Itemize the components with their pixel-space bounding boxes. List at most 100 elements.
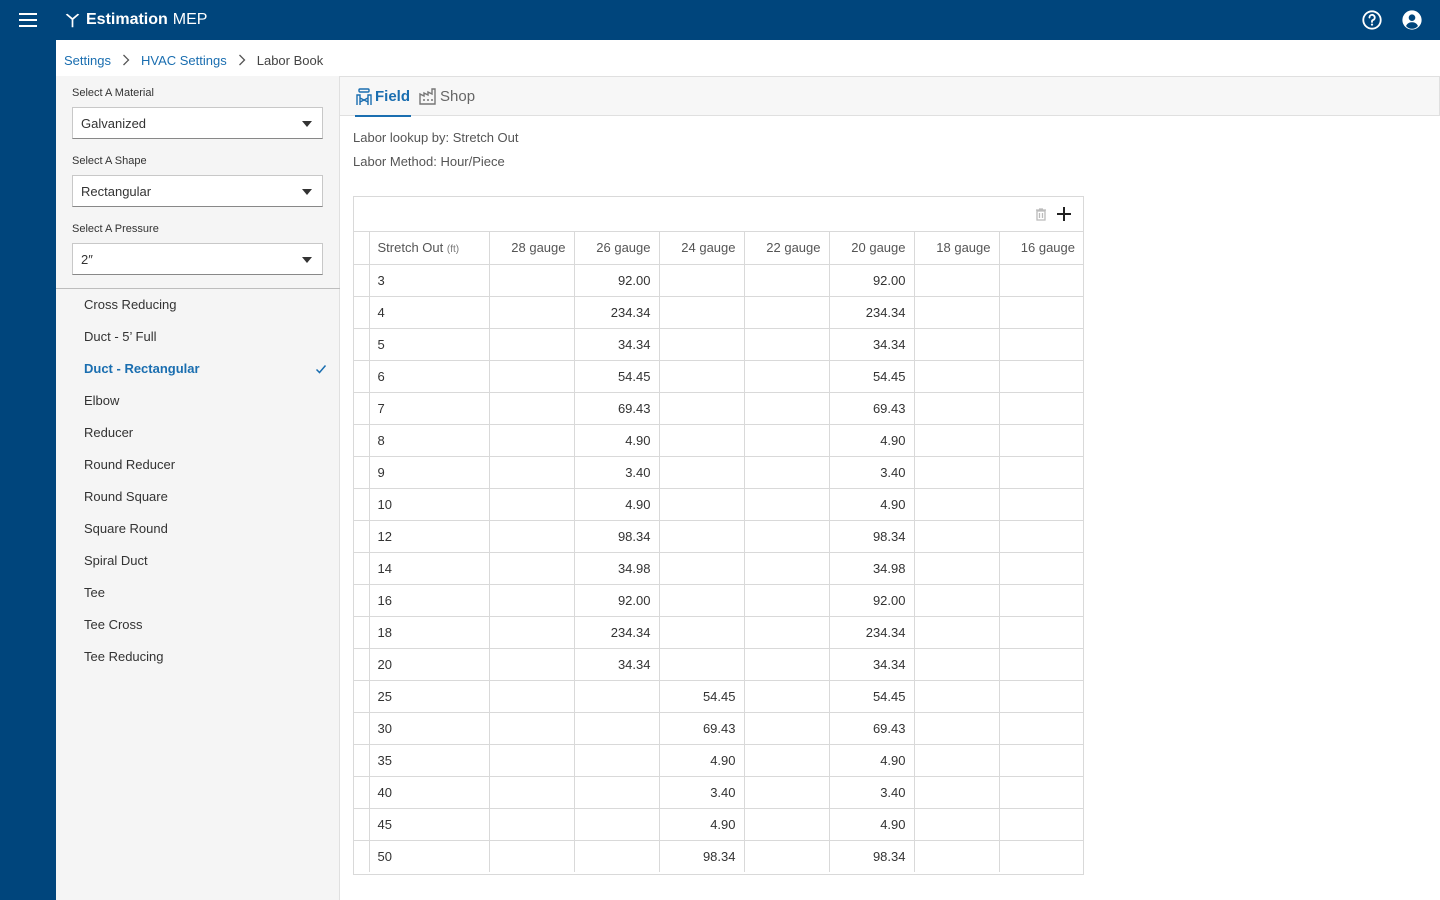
- column-header-gauge[interactable]: 22 gauge: [744, 232, 830, 265]
- account-circle-icon[interactable]: [1401, 9, 1423, 31]
- labor-value-cell[interactable]: [489, 744, 575, 777]
- stretch-out-cell[interactable]: 50: [369, 840, 490, 872]
- labor-value-cell[interactable]: [914, 616, 1000, 649]
- labor-value-cell[interactable]: [659, 360, 745, 393]
- labor-value-cell[interactable]: [999, 296, 1083, 329]
- labor-value-cell[interactable]: [744, 424, 830, 457]
- stretch-out-cell[interactable]: 40: [369, 776, 490, 809]
- stretch-out-cell[interactable]: 20: [369, 648, 490, 681]
- labor-value-cell[interactable]: [744, 648, 830, 681]
- stretch-out-cell[interactable]: 9: [369, 456, 490, 489]
- labor-value-cell[interactable]: [489, 296, 575, 329]
- labor-value-cell[interactable]: 234.34: [574, 616, 660, 649]
- labor-value-cell[interactable]: [999, 488, 1083, 521]
- stretch-out-cell[interactable]: 35: [369, 744, 490, 777]
- labor-value-cell[interactable]: 92.00: [574, 264, 660, 297]
- row-selector[interactable]: [354, 616, 370, 649]
- labor-value-cell[interactable]: 54.45: [829, 680, 915, 713]
- labor-value-cell[interactable]: 3.40: [659, 776, 745, 809]
- row-selector[interactable]: [354, 488, 370, 521]
- labor-value-cell[interactable]: [914, 776, 1000, 809]
- tab-field[interactable]: Field: [355, 77, 412, 117]
- fitting-list-item[interactable]: Tee: [56, 577, 340, 609]
- labor-value-cell[interactable]: [914, 840, 1000, 872]
- labor-value-cell[interactable]: [914, 392, 1000, 425]
- column-header-gauge[interactable]: 26 gauge: [574, 232, 660, 265]
- labor-value-cell[interactable]: [489, 488, 575, 521]
- column-header-gauge[interactable]: 20 gauge: [829, 232, 915, 265]
- labor-value-cell[interactable]: 4.90: [659, 744, 745, 777]
- hamburger-menu-icon[interactable]: [19, 13, 37, 27]
- labor-value-cell[interactable]: [999, 584, 1083, 617]
- labor-value-cell[interactable]: 3.40: [829, 456, 915, 489]
- labor-value-cell[interactable]: 234.34: [829, 296, 915, 329]
- column-header-stretch-out[interactable]: Stretch Out (ft): [369, 232, 490, 265]
- labor-value-cell[interactable]: [489, 616, 575, 649]
- fitting-list-item[interactable]: Tee Reducing: [56, 641, 340, 673]
- labor-value-cell[interactable]: [489, 360, 575, 393]
- fitting-list-item[interactable]: Round Square: [56, 481, 340, 513]
- row-selector[interactable]: [354, 648, 370, 681]
- fitting-list-item[interactable]: Reducer: [56, 417, 340, 449]
- labor-value-cell[interactable]: [914, 360, 1000, 393]
- labor-value-cell[interactable]: [914, 808, 1000, 841]
- column-header-gauge[interactable]: 24 gauge: [659, 232, 745, 265]
- shape-dropdown[interactable]: Rectangular: [72, 175, 323, 207]
- labor-value-cell[interactable]: 92.00: [574, 584, 660, 617]
- labor-value-cell[interactable]: 34.34: [829, 328, 915, 361]
- labor-value-cell[interactable]: [744, 616, 830, 649]
- labor-value-cell[interactable]: [489, 328, 575, 361]
- labor-value-cell[interactable]: [489, 392, 575, 425]
- trash-icon[interactable]: [1033, 206, 1049, 222]
- labor-value-cell[interactable]: [659, 296, 745, 329]
- labor-value-cell[interactable]: [914, 648, 1000, 681]
- fitting-list-item[interactable]: Tee Cross: [56, 609, 340, 641]
- labor-value-cell[interactable]: [659, 520, 745, 553]
- labor-value-cell[interactable]: 4.90: [574, 488, 660, 521]
- labor-value-cell[interactable]: [659, 584, 745, 617]
- row-selector[interactable]: [354, 680, 370, 713]
- labor-value-cell[interactable]: [744, 744, 830, 777]
- labor-value-cell[interactable]: 69.43: [659, 712, 745, 745]
- labor-value-cell[interactable]: [489, 456, 575, 489]
- labor-value-cell[interactable]: [489, 840, 575, 872]
- labor-value-cell[interactable]: [999, 680, 1083, 713]
- labor-value-cell[interactable]: [999, 744, 1083, 777]
- stretch-out-cell[interactable]: 18: [369, 616, 490, 649]
- labor-value-cell[interactable]: [744, 520, 830, 553]
- app-brand[interactable]: Estimation MEP: [64, 10, 207, 30]
- labor-value-cell[interactable]: [999, 776, 1083, 809]
- labor-value-cell[interactable]: [489, 584, 575, 617]
- row-selector[interactable]: [354, 456, 370, 489]
- labor-value-cell[interactable]: [574, 808, 660, 841]
- row-selector[interactable]: [354, 424, 370, 457]
- labor-value-cell[interactable]: [914, 744, 1000, 777]
- labor-value-cell[interactable]: [744, 552, 830, 585]
- fitting-list-item[interactable]: Duct - 5’ Full: [56, 321, 340, 353]
- labor-value-cell[interactable]: [744, 776, 830, 809]
- stretch-out-cell[interactable]: 4: [369, 296, 490, 329]
- column-header-gauge[interactable]: 16 gauge: [999, 232, 1083, 265]
- labor-value-cell[interactable]: [914, 456, 1000, 489]
- stretch-out-cell[interactable]: 7: [369, 392, 490, 425]
- labor-value-cell[interactable]: [659, 328, 745, 361]
- labor-value-cell[interactable]: 92.00: [829, 264, 915, 297]
- labor-value-cell[interactable]: [489, 712, 575, 745]
- labor-value-cell[interactable]: [489, 424, 575, 457]
- labor-value-cell[interactable]: 98.34: [829, 840, 915, 872]
- labor-value-cell[interactable]: [914, 296, 1000, 329]
- labor-value-cell[interactable]: [999, 648, 1083, 681]
- fitting-list-item[interactable]: Elbow: [56, 385, 340, 417]
- row-selector[interactable]: [354, 296, 370, 329]
- labor-value-cell[interactable]: 54.45: [574, 360, 660, 393]
- labor-value-cell[interactable]: [999, 264, 1083, 297]
- labor-value-cell[interactable]: [914, 552, 1000, 585]
- labor-value-cell[interactable]: 98.34: [574, 520, 660, 553]
- row-selector[interactable]: [354, 712, 370, 745]
- labor-value-cell[interactable]: [574, 744, 660, 777]
- labor-value-cell[interactable]: 34.98: [829, 552, 915, 585]
- row-selector[interactable]: [354, 744, 370, 777]
- row-selector[interactable]: [354, 552, 370, 585]
- row-selector[interactable]: [354, 808, 370, 841]
- labor-value-cell[interactable]: 4.90: [659, 808, 745, 841]
